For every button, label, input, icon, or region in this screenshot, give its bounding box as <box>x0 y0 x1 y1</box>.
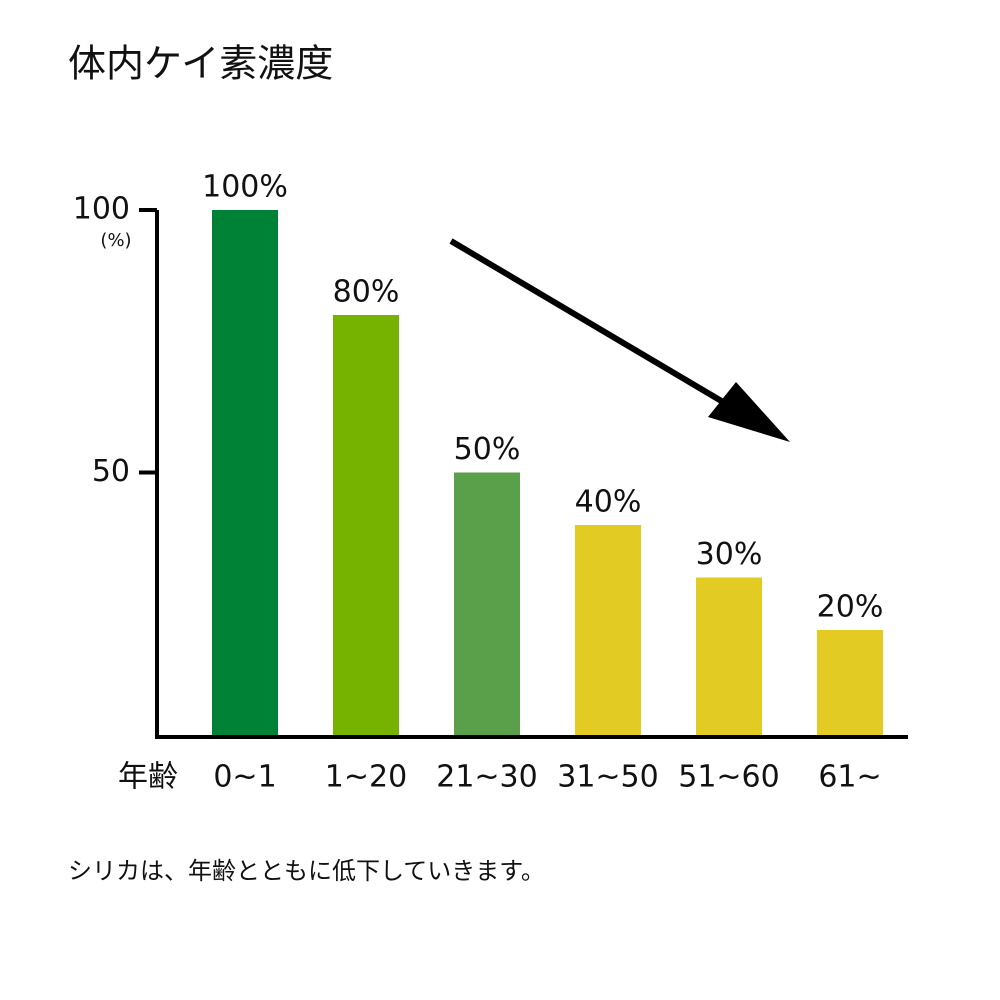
x-tick-label: 21~30 <box>436 760 537 795</box>
data-label: 40% <box>575 485 642 520</box>
data-label: 50% <box>454 432 521 467</box>
data-label: 100% <box>202 170 288 205</box>
y-unit: (%) <box>100 230 131 251</box>
trend-arrow <box>449 238 790 442</box>
x-tick-label: 1~20 <box>325 760 407 795</box>
y-tick-label: 100 <box>73 192 130 227</box>
caption: シリカは、年齢とともに低下していきます。 <box>68 857 545 885</box>
y-tick-label: 50 <box>92 454 130 489</box>
x-tick-label: 61~ <box>818 760 881 795</box>
bar <box>817 630 883 735</box>
bar <box>333 315 399 735</box>
bar <box>212 210 278 735</box>
chart-title: 体内ケイ素濃度 <box>68 42 333 86</box>
data-label: 20% <box>817 590 884 625</box>
x-tick-label: 31~50 <box>557 760 658 795</box>
bar <box>696 577 762 735</box>
x-tick-label: 51~60 <box>678 760 779 795</box>
bar <box>454 472 520 735</box>
data-label: 80% <box>333 275 400 310</box>
bar <box>575 525 641 735</box>
x-tick-label: 0~1 <box>213 760 276 795</box>
x-axis-label: 年齢 <box>118 760 178 795</box>
data-label: 30% <box>696 537 763 572</box>
